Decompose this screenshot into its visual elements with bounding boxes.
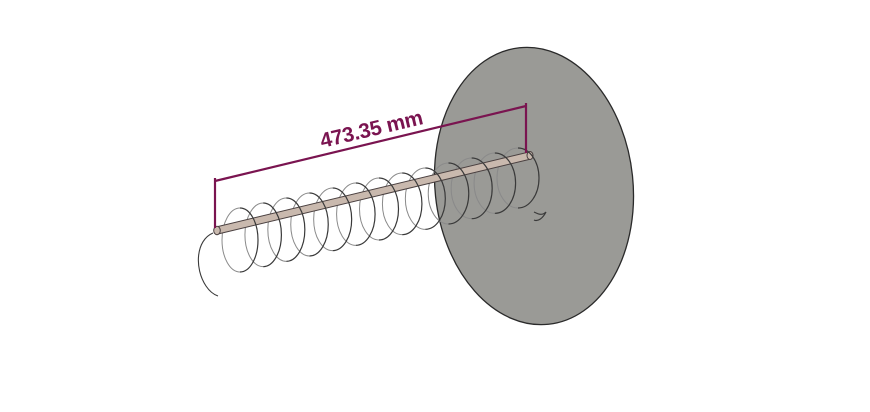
spring-coil-back [313,187,333,252]
spring-coil-back [244,202,264,268]
spring-front-coils [239,147,540,273]
spring-coil-back [359,177,380,241]
disc-face [433,46,635,326]
spring-tail [197,232,219,297]
spring-coil-front [471,157,493,220]
spring-coil-back [336,182,356,246]
spring-coil-front [239,207,259,273]
dimension-label: 473.35 mm [318,106,425,152]
spring-coil-back [427,162,449,225]
disc-plate[interactable] [421,37,647,334]
spring-coil-front [378,177,400,241]
rod-end-right [526,151,534,160]
rod[interactable] [213,151,534,236]
spring-coil-front [355,182,376,246]
spring-coil-back [267,197,287,262]
spring-coil-front [332,187,353,252]
spring-coil-front [425,167,446,230]
spring-coil-back [404,167,426,230]
spring-coil-back [381,172,403,236]
dimension-line [214,104,527,183]
spring-coil-front [263,202,283,268]
spring-coil-back [290,192,310,257]
spring-coil-back [221,207,241,273]
spring-coil-front [309,192,329,257]
spring-coil-front [402,172,423,236]
spring-coil-front [448,162,470,225]
spring-coil-back [450,157,472,220]
spring-hook [533,211,547,222]
spring-coil-front [286,197,306,262]
rod-end-left [213,225,221,236]
spring-coil-front [494,152,517,214]
